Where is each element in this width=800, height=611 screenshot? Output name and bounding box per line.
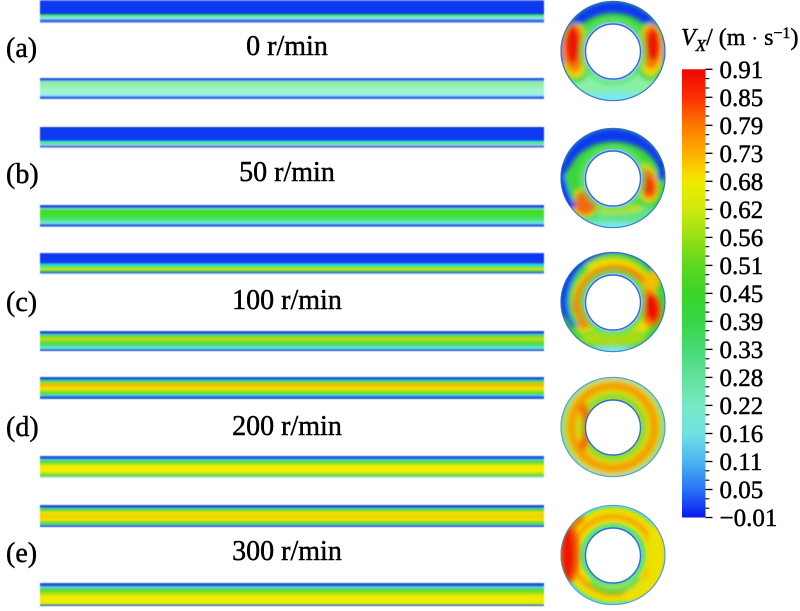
svg-text:0.28: 0.28 <box>720 365 764 392</box>
svg-text:0.73: 0.73 <box>720 141 764 168</box>
svg-text:0.45: 0.45 <box>720 281 764 308</box>
svg-text:0.33: 0.33 <box>720 337 764 364</box>
svg-text:0.11: 0.11 <box>720 449 763 476</box>
svg-text:0.68: 0.68 <box>720 169 764 196</box>
svg-text:0.16: 0.16 <box>720 421 764 448</box>
svg-text:0.22: 0.22 <box>720 393 764 420</box>
svg-text:−0.01: −0.01 <box>720 505 778 532</box>
svg-text:0.91: 0.91 <box>720 58 764 84</box>
svg-text:0.85: 0.85 <box>720 85 764 112</box>
svg-text:0.51: 0.51 <box>720 253 764 280</box>
svg-text:0.56: 0.56 <box>720 225 764 252</box>
svg-text:0.05: 0.05 <box>720 477 764 504</box>
svg-text:0.39: 0.39 <box>720 309 764 336</box>
svg-text:0.79: 0.79 <box>720 113 764 140</box>
svg-text:0.62: 0.62 <box>720 197 764 224</box>
